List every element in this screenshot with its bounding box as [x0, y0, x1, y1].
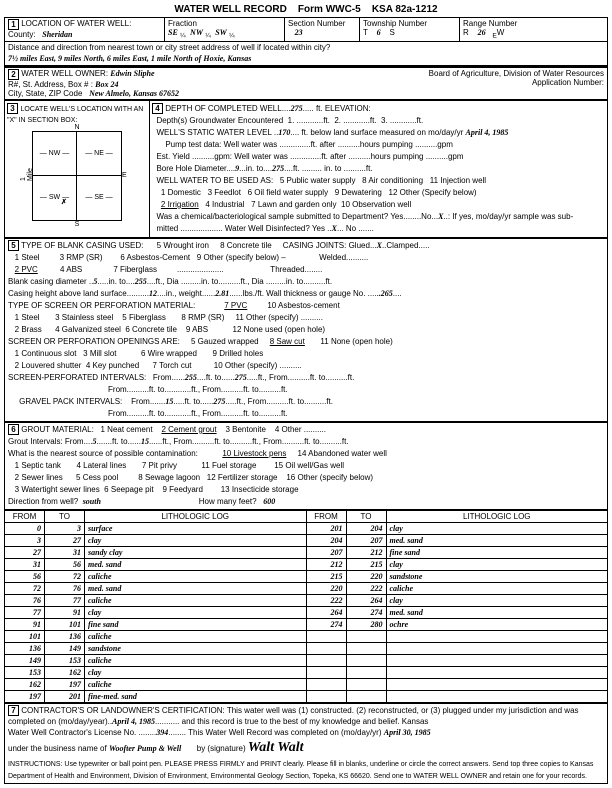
lithologic-log-table: FROMTOLITHOLOGIC LOGFROMTOLITHOLOGIC LOG… [4, 510, 608, 703]
section-1: 1 LOCATION OF WATER WELL: County: Sherid… [4, 17, 608, 67]
section-2: 2 WATER WELL OWNER: Edwin Sliphe R#, St.… [4, 67, 608, 100]
section-5: 5 TYPE OF BLANK CASING USED: 5 Wrought i… [4, 238, 608, 422]
section-7: 7 CONTRACTOR'S OR LANDOWNER'S CERTIFICAT… [4, 703, 608, 784]
section-3-4: 3 LOCATE WELL'S LOCATION WITH AN "X" IN … [4, 100, 608, 238]
form-header: WATER WELL RECORD Form WWC-5 KSA 82a-121… [4, 4, 608, 15]
section-6: 6 GROUT MATERIAL: 1 Neat cement 2 Cement… [4, 422, 608, 510]
